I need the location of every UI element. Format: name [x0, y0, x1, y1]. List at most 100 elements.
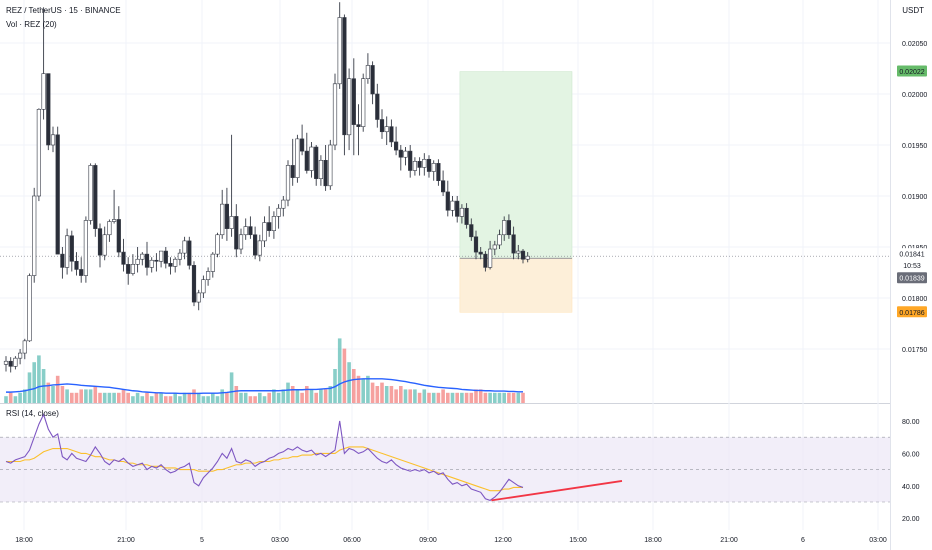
candle-up — [346, 78, 352, 136]
volume-bar — [300, 392, 304, 403]
candle-down — [93, 165, 98, 229]
time-tick-label: 21:00 — [720, 537, 738, 544]
candle-down — [436, 163, 441, 182]
volume-bar — [422, 389, 427, 403]
candle-down — [168, 263, 173, 267]
candle-up — [328, 144, 333, 187]
volume-bar — [79, 389, 83, 403]
volume-bar — [145, 392, 149, 403]
rsi-trend-line — [491, 480, 623, 502]
volume-bar — [436, 392, 441, 403]
candle-up — [497, 234, 502, 246]
candle-up — [243, 226, 248, 236]
volume-bar — [497, 392, 502, 403]
candle-up — [107, 221, 112, 236]
volume-bar — [455, 392, 459, 403]
volume-bar — [60, 386, 65, 403]
volume-bar — [149, 396, 154, 403]
candle-up — [257, 240, 262, 256]
volume-bar — [305, 386, 309, 403]
time-tick-label: 18:00 — [15, 537, 33, 544]
candle-down — [473, 236, 479, 253]
candle-up — [502, 220, 507, 236]
current-price-tag-text: 0.01841 — [899, 252, 924, 259]
profit-zone — [459, 71, 573, 259]
volume-bar — [182, 392, 187, 403]
volume-bar — [337, 338, 342, 403]
volume-indicator-label: Vol · REZ (20) — [6, 20, 57, 29]
candle-down — [483, 253, 488, 268]
candle-up — [365, 65, 371, 80]
price-tick-label: 0.01750 — [902, 347, 927, 354]
volume-ma-line — [6, 378, 523, 395]
volume-bar — [93, 386, 98, 403]
volume-bar — [319, 389, 323, 403]
candle-down — [79, 269, 84, 276]
candle-down — [440, 180, 446, 193]
candle-down — [290, 165, 295, 178]
candle-up — [41, 73, 46, 110]
candle-down — [299, 138, 305, 152]
candle-down — [389, 126, 394, 143]
volume-bar — [243, 392, 248, 403]
volume-bar — [474, 389, 478, 403]
candle-up — [22, 340, 27, 354]
candle-up — [13, 357, 18, 367]
candle-up — [102, 234, 107, 256]
volume-bar — [507, 392, 511, 403]
volume-bar — [483, 392, 488, 403]
candle-down — [191, 265, 197, 303]
candle-up — [309, 146, 314, 171]
time-tick-label: 6 — [801, 537, 805, 544]
entry-price-tag-bg — [897, 272, 927, 284]
price-axis[interactable]: 0.017500.018000.018500.019000.019500.020… — [15, 41, 927, 544]
stop-price-tag-bg — [897, 306, 927, 318]
rsi-pane — [0, 413, 890, 503]
candle-up — [182, 240, 187, 254]
volume-bar — [521, 392, 525, 403]
volume-bar — [229, 372, 234, 403]
volume-bar — [347, 362, 351, 403]
volume-bar — [135, 392, 140, 403]
volume-bar — [196, 392, 201, 403]
volume-bar — [262, 396, 267, 403]
price-tick-label: 0.01950 — [902, 143, 927, 150]
volume-bar — [37, 355, 41, 403]
candle-up — [36, 109, 41, 197]
volume-bar — [55, 375, 60, 403]
rsi-line — [5, 413, 524, 501]
current-price-tag-bg — [897, 248, 927, 260]
candle-down — [478, 251, 483, 255]
candle-down — [445, 191, 450, 211]
stop-zone — [459, 257, 573, 313]
volume-bar — [323, 389, 328, 403]
candle-down — [455, 200, 460, 217]
candle-down — [97, 228, 103, 256]
rsi-tick-label: 20.00 — [902, 516, 920, 523]
volume-bar — [239, 392, 243, 403]
volume-bar — [32, 362, 36, 403]
rsi-tick-label: 80.00 — [902, 419, 920, 426]
candle-down — [393, 141, 399, 151]
volume-bar — [380, 382, 384, 403]
candle-up — [403, 150, 408, 158]
volume-bar — [258, 392, 262, 403]
volume-bar — [516, 392, 521, 403]
candle-down — [379, 119, 385, 133]
price-candles[interactable] — [3, 2, 530, 373]
candle-up — [295, 138, 300, 178]
volume-bar — [384, 386, 389, 403]
candle-down — [121, 251, 126, 265]
candle-down — [417, 161, 422, 168]
volume-bar — [441, 389, 445, 403]
volume-bar — [403, 389, 408, 403]
volume-bar — [23, 389, 27, 403]
candle-up — [17, 352, 23, 359]
candle-down — [426, 158, 432, 172]
volume-bar — [356, 375, 361, 403]
volume-bar — [352, 369, 356, 403]
volume-bar — [366, 375, 370, 403]
candle-up — [384, 126, 389, 133]
volume-bar — [84, 389, 88, 403]
